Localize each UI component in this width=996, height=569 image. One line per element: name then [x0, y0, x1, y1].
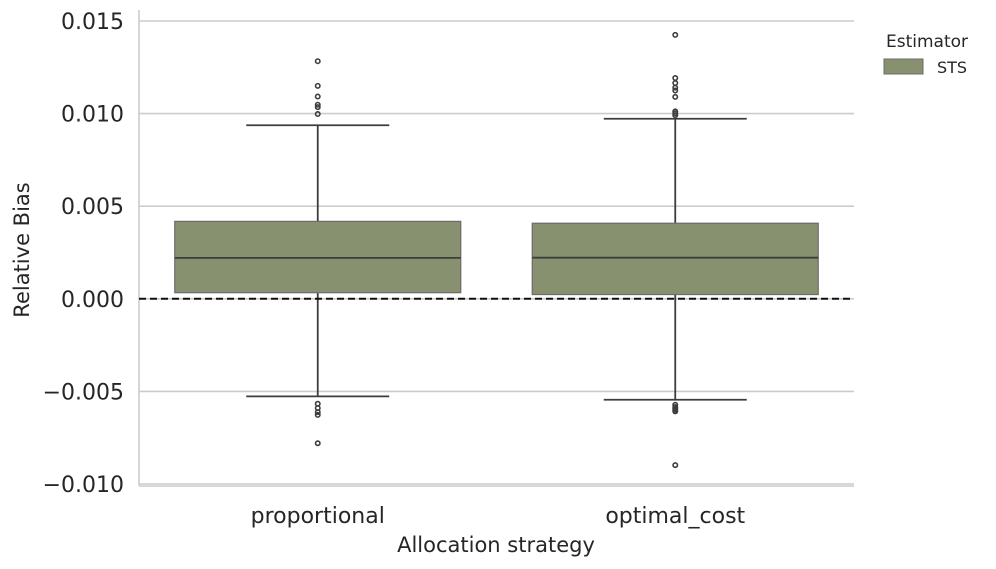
outlier-point: [672, 112, 679, 119]
outlier-point: [672, 87, 679, 94]
legend-swatch-sts: [883, 58, 924, 75]
legend-entry-sts: STS: [937, 58, 967, 77]
outlier-point: [672, 462, 679, 469]
outlier-point: [314, 409, 321, 416]
box-optimal_cost: [531, 31, 819, 469]
outlier-point: [672, 75, 679, 82]
y-tick-label: 0.005: [61, 195, 124, 220]
outlier-point: [314, 101, 321, 108]
y-tick-label: 0.015: [61, 10, 124, 35]
outlier-point: [314, 104, 321, 111]
outlier-point: [672, 408, 679, 415]
outlier-point: [314, 82, 321, 89]
outlier-point: [672, 93, 679, 100]
outlier-point: [672, 31, 679, 38]
outlier-point: [672, 84, 679, 91]
outlier-point: [314, 110, 321, 117]
outlier-point: [672, 80, 679, 87]
y-axis-label: Relative Bias: [10, 182, 34, 317]
axes: 0.015 0.010 0.005 0.000 −0.005 −0.010 proporti…: [43, 10, 854, 529]
x-axis-label: Allocation strategy: [397, 533, 595, 557]
iqr-box: [531, 222, 819, 296]
outlier-point: [314, 440, 321, 447]
box-proportional: [174, 58, 462, 447]
y-tick-label: 0.010: [61, 103, 124, 128]
x-tick-label: optimal_cost: [605, 504, 745, 529]
grid-lines: [139, 20, 854, 485]
y-tick-label: 0.000: [61, 288, 124, 313]
legend-title: Estimator: [886, 32, 968, 52]
outlier-point: [314, 58, 321, 65]
y-tick-label: −0.005: [43, 380, 124, 405]
outlier-point: [314, 93, 321, 100]
y-tick-label: −0.010: [43, 473, 124, 498]
x-tick-label: proportional: [251, 504, 385, 529]
boxes: [174, 31, 819, 469]
legend: Estimator STS: [883, 32, 968, 77]
outlier-point: [314, 411, 321, 418]
